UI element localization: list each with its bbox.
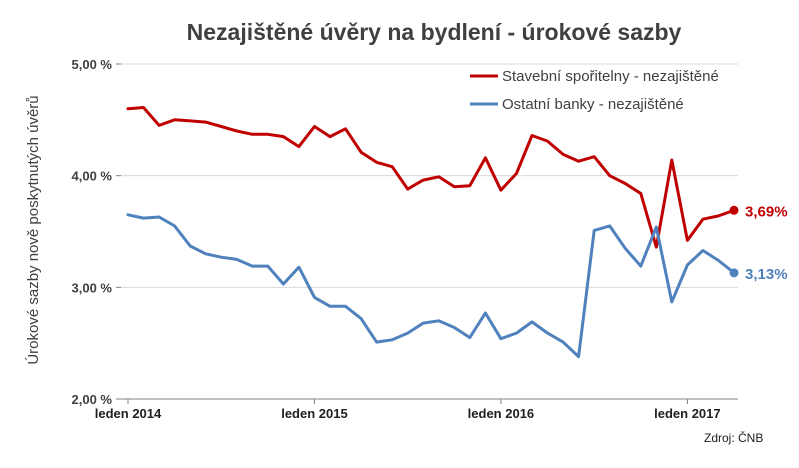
end-label-ostatni: 3,13% xyxy=(745,266,788,283)
legend: Stavební spořitelny - nezajištěné Ostatn… xyxy=(470,68,719,113)
end-label-stavebni: 3,69% xyxy=(745,203,788,220)
y-tick-label: 2,00 % xyxy=(72,392,113,407)
y-tick-label: 3,00 % xyxy=(72,280,113,295)
x-tick-label: leden 2015 xyxy=(281,406,348,421)
y-tick-label: 5,00 % xyxy=(72,57,113,72)
gridlines xyxy=(121,63,738,288)
series-lines xyxy=(126,106,739,359)
source-note: Zdroj: ČNB xyxy=(704,430,763,445)
series-line-1 xyxy=(126,213,736,359)
series-end-marker-0 xyxy=(729,205,739,215)
x-axis: leden 2014 leden 2015 leden 2016 leden 2017 xyxy=(95,398,738,421)
legend-label-stavebni: Stavební spořitelny - nezajištěné xyxy=(502,68,719,85)
x-tick-label: leden 2016 xyxy=(468,406,535,421)
chart-title: Nezajištěné úvěry na bydlení - úrokové s… xyxy=(187,19,682,45)
x-tick-label: leden 2014 xyxy=(95,406,162,421)
y-axis-ticks: 2,00 % 3,00 % 4,00 % 5,00 % xyxy=(72,57,121,407)
y-tick-label: 4,00 % xyxy=(72,169,113,184)
x-tick-label: leden 2017 xyxy=(654,406,721,421)
series-line-0 xyxy=(126,106,736,249)
y-axis-label: Úrokové sazby nově poskytnutých úvěrů xyxy=(25,95,42,364)
series-end-marker-1 xyxy=(729,268,739,278)
legend-label-ostatni: Ostatní banky - nezajištěné xyxy=(502,96,684,113)
